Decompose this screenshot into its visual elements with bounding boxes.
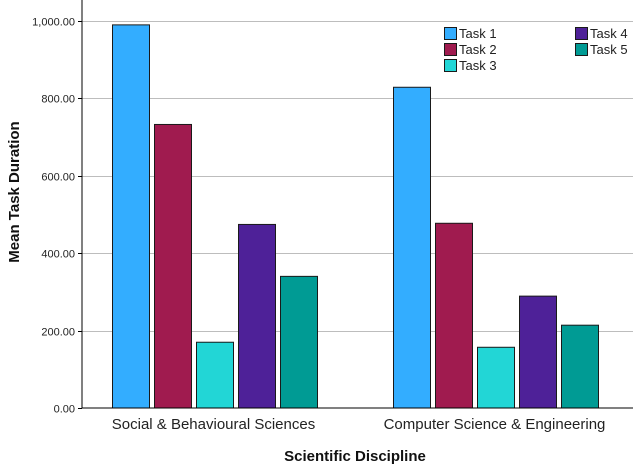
legend-swatch [444, 59, 457, 72]
y-tick-label: 200.00 [41, 327, 75, 339]
y-tick-label: 800.00 [41, 94, 75, 106]
legend-swatch [444, 43, 457, 56]
x-tick-labels: Social & Behavioural Sciences Computer Sc… [112, 416, 606, 433]
x-tick-label: Computer Science & Engineering [384, 416, 606, 433]
y-axis-title: Mean Task Duration [6, 121, 23, 262]
legend-label: Task 4 [590, 26, 628, 41]
bar-task-4-2 [519, 295, 557, 409]
legend-label: Task 5 [590, 42, 628, 57]
y-tick-labels: 0.00 200.00 400.00 600.00 800.00 1,000.00 [32, 17, 75, 416]
bar-task-2-2 [435, 222, 473, 409]
x-tick-label: Social & Behavioural Sciences [112, 416, 315, 433]
y-tick-label: 0.00 [54, 404, 75, 416]
bar-task-5-2 [561, 324, 599, 409]
bars [112, 24, 599, 409]
legend-label: Task 3 [459, 58, 497, 73]
bar-task-5-1 [280, 275, 318, 409]
bar-task-4-1 [238, 223, 276, 409]
bar-task-3-1 [196, 341, 234, 409]
axes [81, 0, 633, 409]
bar-task-1-1 [112, 24, 150, 409]
bar-task-1-2 [393, 86, 431, 409]
legend-label: Task 2 [459, 42, 497, 57]
y-tick-label: 1,000.00 [32, 17, 75, 29]
legend-swatch [575, 43, 588, 56]
y-tick-label: 400.00 [41, 249, 75, 261]
legend-label: Task 1 [459, 26, 497, 41]
legend-swatch [444, 27, 457, 40]
bar-task-2-1 [154, 123, 192, 409]
legend-swatch [575, 27, 588, 40]
x-axis-title: Scientific Discipline [284, 448, 426, 465]
y-tick-label: 600.00 [41, 172, 75, 184]
bar-task-3-2 [477, 346, 515, 409]
